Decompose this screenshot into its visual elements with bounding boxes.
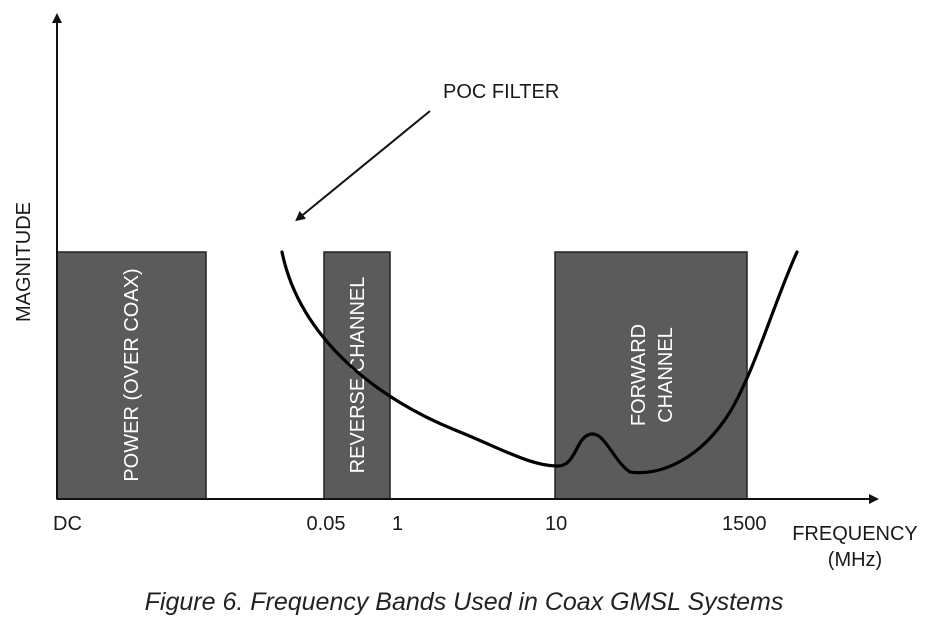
- band-forward-channel: [554, 251, 748, 500]
- band-label-forward-line2: CHANNEL: [655, 327, 677, 423]
- poc-filter-arrow: [295, 110, 431, 222]
- band-label-forward-line1: FORWARD: [628, 324, 650, 426]
- tick-label-0-05: 0.05: [307, 513, 346, 535]
- x-axis-label: FREQUENCY: [792, 523, 918, 545]
- band-power-over-coax: [56, 251, 207, 500]
- figure-caption: Figure 6. Frequency Bands Used in Coax G…: [144, 588, 784, 616]
- tick-label-dc: DC: [53, 513, 82, 535]
- tick-label-10: 10: [545, 513, 567, 535]
- x-axis-unit-label: (MHz): [828, 549, 882, 571]
- band-reverse-channel: [323, 251, 391, 500]
- y-axis-label: MAGNITUDE: [13, 202, 35, 322]
- poc-filter-label: POC FILTER: [443, 81, 559, 103]
- tick-label-1500: 1500: [722, 513, 767, 535]
- band-label-power: POWER (OVER COAX): [121, 268, 143, 481]
- band-label-reverse: REVERSE CHANNEL: [347, 277, 369, 474]
- poc-filter-curve: [280, 250, 799, 475]
- tick-label-1: 1: [392, 513, 403, 535]
